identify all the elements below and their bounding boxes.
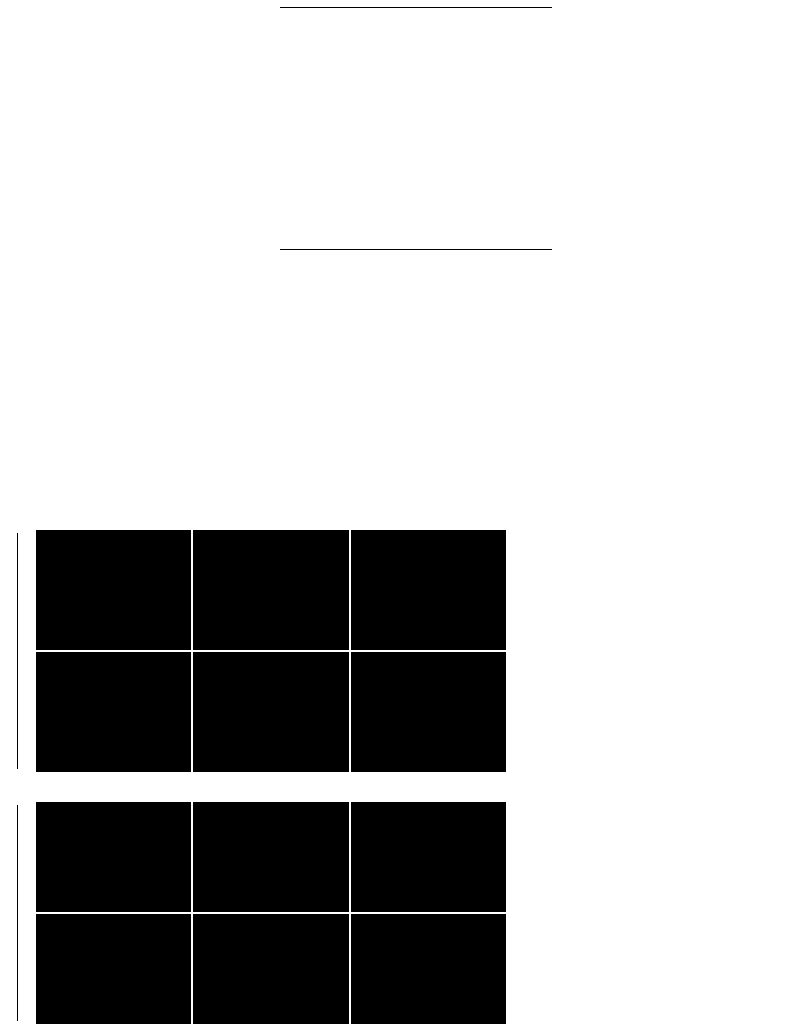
panel-i-rowlabel-lvmst4 bbox=[18, 914, 34, 1024]
edu-incorporation-chart-bel7404 bbox=[512, 780, 802, 1024]
panel-g-column-headers bbox=[36, 508, 506, 530]
colony-image-lvcon-hypoxia bbox=[280, 362, 415, 467]
panel-i bbox=[4, 780, 506, 1024]
fluorescence-image-lvdnmst4-hoechst bbox=[36, 652, 192, 772]
panel-i-rowlabel-lvcon bbox=[18, 802, 34, 912]
colony-image-lvcon-hypoxia bbox=[280, 111, 415, 207]
panel-f bbox=[556, 246, 802, 498]
panel-e-rowlabel-normorxia bbox=[264, 255, 278, 360]
fluorescence-image-lvmst4-merged bbox=[350, 914, 506, 1024]
colony-image-lvcon-normorxia bbox=[280, 255, 415, 360]
panel-j bbox=[512, 780, 802, 1024]
panel-b-rowlabel-hypoxia bbox=[264, 111, 278, 207]
fluorescence-image-lvcon-merged bbox=[350, 802, 506, 912]
panel-h bbox=[512, 508, 802, 774]
panel-g-rowlabel-lvcon bbox=[18, 530, 34, 650]
colony-image-lvcon-normorxia bbox=[280, 13, 415, 109]
fluorescence-image-lvcon-edu bbox=[193, 802, 349, 912]
panel-a bbox=[6, 4, 260, 240]
edu-incorporation-chart-bel7402 bbox=[512, 508, 802, 774]
cck8-line-chart-bel7404 bbox=[6, 246, 260, 498]
fluorescence-image-lvmst4-edu bbox=[193, 914, 349, 1024]
panel-b bbox=[264, 4, 552, 236]
colony-image-lvdnmst4-hypoxia bbox=[417, 111, 552, 207]
cck8-line-chart-bel7402 bbox=[6, 4, 260, 240]
panel-i-column-headers bbox=[36, 780, 506, 802]
fluorescence-image-lvcon-hoechst bbox=[36, 802, 192, 912]
fluorescence-image-lvcon-edu bbox=[193, 530, 349, 650]
panel-b-title bbox=[280, 5, 552, 8]
panel-g-image-grid bbox=[18, 530, 506, 772]
colony-count-chart-bel7402 bbox=[556, 4, 802, 236]
colony-image-lvmst4-normorxia bbox=[417, 255, 552, 360]
panel-e bbox=[264, 246, 552, 498]
colony-image-lvmst4-hypoxia bbox=[417, 362, 552, 467]
fluorescence-image-lvdnmst4-merged bbox=[350, 652, 506, 772]
panel-g bbox=[4, 508, 506, 774]
panel-g-cellline-label bbox=[4, 533, 18, 769]
colony-count-chart-bel7404 bbox=[556, 246, 802, 498]
panel-d bbox=[6, 246, 260, 498]
fluorescence-image-lvcon-merged bbox=[350, 530, 506, 650]
panel-b-rowlabel-normorxia bbox=[264, 13, 278, 109]
panel-b-image-grid bbox=[264, 13, 552, 207]
fluorescence-image-lvmst4-hoechst bbox=[36, 914, 192, 1024]
colony-image-lvdnmst4-normorxia bbox=[417, 13, 552, 109]
panel-i-cellline-label bbox=[4, 805, 18, 1021]
panel-e-title bbox=[280, 247, 552, 250]
fluorescence-image-lvcon-hoechst bbox=[36, 530, 192, 650]
panel-i-image-grid bbox=[18, 802, 506, 1024]
panel-e-image-grid bbox=[264, 255, 552, 467]
fluorescence-image-lvdnmst4-edu bbox=[193, 652, 349, 772]
panel-c bbox=[556, 4, 802, 236]
panel-g-rowlabel-lvdnmst4 bbox=[18, 652, 34, 772]
panel-e-rowlabel-hypoxia bbox=[264, 362, 278, 467]
